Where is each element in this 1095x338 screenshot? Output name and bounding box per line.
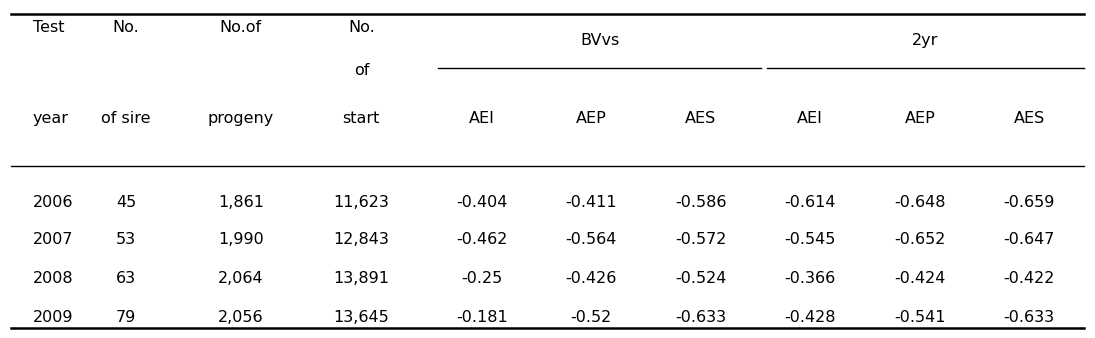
Text: -0.181: -0.181 bbox=[456, 310, 508, 325]
Text: -0.462: -0.462 bbox=[457, 233, 507, 247]
Text: of: of bbox=[354, 64, 369, 78]
Text: 1,861: 1,861 bbox=[218, 195, 264, 210]
Text: 2,064: 2,064 bbox=[218, 271, 264, 286]
Text: 2006: 2006 bbox=[33, 195, 73, 210]
Text: -0.572: -0.572 bbox=[676, 233, 726, 247]
Text: 53: 53 bbox=[116, 233, 136, 247]
Text: -0.652: -0.652 bbox=[895, 233, 945, 247]
Text: year: year bbox=[33, 111, 69, 126]
Text: -0.564: -0.564 bbox=[566, 233, 616, 247]
Text: -0.422: -0.422 bbox=[1004, 271, 1054, 286]
Text: BVvs: BVvs bbox=[580, 33, 619, 48]
Text: -0.424: -0.424 bbox=[895, 271, 945, 286]
Text: 45: 45 bbox=[116, 195, 136, 210]
Text: start: start bbox=[343, 111, 380, 126]
Text: -0.648: -0.648 bbox=[894, 195, 946, 210]
Text: No.: No. bbox=[113, 20, 139, 34]
Text: 13,891: 13,891 bbox=[333, 271, 390, 286]
Text: AES: AES bbox=[685, 111, 716, 126]
Text: -0.428: -0.428 bbox=[784, 310, 837, 325]
Text: 2007: 2007 bbox=[33, 233, 73, 247]
Text: 79: 79 bbox=[116, 310, 136, 325]
Text: -0.545: -0.545 bbox=[785, 233, 835, 247]
Text: -0.586: -0.586 bbox=[675, 195, 727, 210]
Text: -0.647: -0.647 bbox=[1004, 233, 1054, 247]
Text: 2yr: 2yr bbox=[912, 33, 938, 48]
Text: 63: 63 bbox=[116, 271, 136, 286]
Text: AEP: AEP bbox=[904, 111, 935, 126]
Text: -0.366: -0.366 bbox=[785, 271, 835, 286]
Text: -0.659: -0.659 bbox=[1004, 195, 1054, 210]
Text: 11,623: 11,623 bbox=[333, 195, 390, 210]
Text: AEI: AEI bbox=[469, 111, 495, 126]
Text: -0.633: -0.633 bbox=[676, 310, 726, 325]
Text: progeny: progeny bbox=[208, 111, 274, 126]
Text: No.: No. bbox=[348, 20, 374, 34]
Text: 12,843: 12,843 bbox=[333, 233, 390, 247]
Text: -0.52: -0.52 bbox=[570, 310, 612, 325]
Text: 2,056: 2,056 bbox=[218, 310, 264, 325]
Text: of sire: of sire bbox=[101, 111, 151, 126]
Text: -0.25: -0.25 bbox=[461, 271, 503, 286]
Text: -0.426: -0.426 bbox=[566, 271, 616, 286]
Text: -0.411: -0.411 bbox=[565, 195, 618, 210]
Text: -0.524: -0.524 bbox=[676, 271, 726, 286]
Text: 13,645: 13,645 bbox=[334, 310, 389, 325]
Text: 2009: 2009 bbox=[33, 310, 73, 325]
Text: -0.633: -0.633 bbox=[1004, 310, 1054, 325]
Text: 1,990: 1,990 bbox=[218, 233, 264, 247]
Text: AEP: AEP bbox=[576, 111, 607, 126]
Text: -0.404: -0.404 bbox=[457, 195, 507, 210]
Text: 2008: 2008 bbox=[33, 271, 73, 286]
Text: AES: AES bbox=[1014, 111, 1045, 126]
Text: -0.614: -0.614 bbox=[784, 195, 837, 210]
Text: Test: Test bbox=[33, 20, 65, 34]
Text: AEI: AEI bbox=[797, 111, 823, 126]
Text: No.of: No.of bbox=[220, 20, 262, 34]
Text: -0.541: -0.541 bbox=[894, 310, 946, 325]
